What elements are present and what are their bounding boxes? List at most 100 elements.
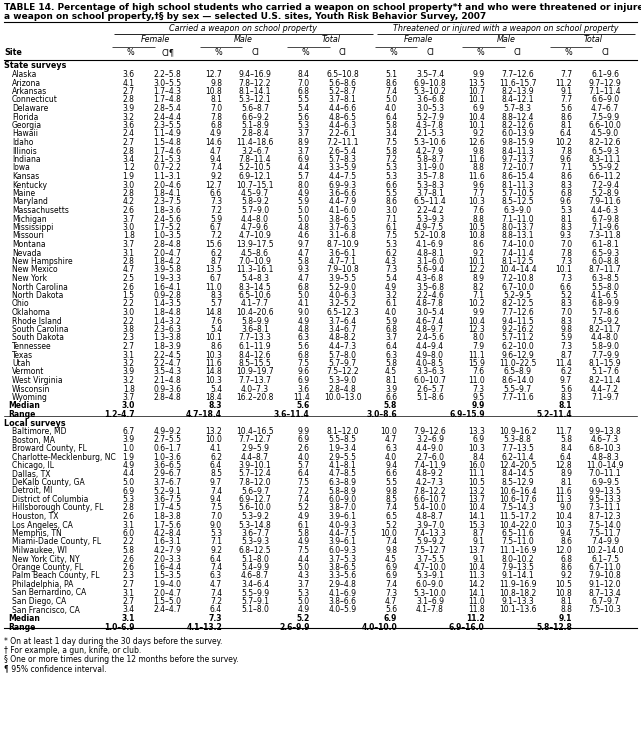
- Text: a weapon on school property,†§ by sex — selected U.S. sites, Youth Risk Behavior: a weapon on school property,†§ by sex — …: [4, 12, 487, 21]
- Text: 3.2–5.2: 3.2–5.2: [329, 299, 356, 308]
- Text: 7.3: 7.3: [560, 274, 572, 283]
- Text: 7.4: 7.4: [385, 504, 397, 513]
- Text: 3.0–8.6: 3.0–8.6: [367, 410, 397, 419]
- Text: 7.1: 7.1: [385, 215, 397, 223]
- Text: %: %: [214, 48, 222, 57]
- Text: 8.0–10.2: 8.0–10.2: [501, 554, 534, 563]
- Text: 10.2: 10.2: [468, 299, 485, 308]
- Text: 4.7: 4.7: [385, 597, 397, 606]
- Text: 9.1–13.3: 9.1–13.3: [501, 597, 534, 606]
- Text: 4.1: 4.1: [210, 444, 222, 453]
- Text: 8.5: 8.5: [210, 469, 222, 478]
- Text: 8.3–11.1: 8.3–11.1: [589, 155, 621, 164]
- Text: 6.6–10.7: 6.6–10.7: [413, 495, 447, 504]
- Text: 8.6–14.0: 8.6–14.0: [501, 376, 534, 385]
- Text: 5.7–12.4: 5.7–12.4: [238, 469, 271, 478]
- Text: 7.6: 7.6: [210, 317, 222, 326]
- Text: 4.6–7.4: 4.6–7.4: [416, 317, 444, 326]
- Text: 7.3–11.8: 7.3–11.8: [588, 232, 621, 241]
- Text: 7.5–9.9: 7.5–9.9: [591, 112, 619, 121]
- Text: 5.2–7.9: 5.2–7.9: [416, 112, 444, 121]
- Text: 6.3: 6.3: [385, 444, 397, 453]
- Text: 3.7–8.1: 3.7–8.1: [329, 95, 356, 104]
- Text: 4.2–8.4: 4.2–8.4: [154, 529, 181, 538]
- Text: 13.2: 13.2: [205, 427, 222, 436]
- Text: 4.8: 4.8: [297, 325, 310, 334]
- Text: Missouri: Missouri: [12, 232, 44, 241]
- Text: 4.4–6.6: 4.4–6.6: [328, 104, 356, 113]
- Text: 2.1–5.3: 2.1–5.3: [154, 155, 181, 164]
- Text: 6.8: 6.8: [297, 350, 310, 360]
- Text: 3.7: 3.7: [122, 215, 135, 223]
- Text: 4.7–10.9: 4.7–10.9: [238, 232, 272, 241]
- Text: 7.4: 7.4: [385, 537, 397, 547]
- Text: 9.8: 9.8: [472, 147, 485, 156]
- Text: 2.2–4.5: 2.2–4.5: [154, 350, 181, 360]
- Text: 6.4: 6.4: [210, 554, 222, 563]
- Text: 3.9–6.1: 3.9–6.1: [329, 512, 356, 521]
- Text: 3.5–4.3: 3.5–4.3: [153, 367, 181, 376]
- Text: 3.9: 3.9: [122, 436, 135, 445]
- Text: 9.8: 9.8: [560, 325, 572, 334]
- Text: 5.6: 5.6: [297, 342, 310, 351]
- Text: 6.8: 6.8: [385, 325, 397, 334]
- Text: 7.7–11.6: 7.7–11.6: [501, 393, 534, 402]
- Text: 7.4–13.3: 7.4–13.3: [413, 529, 447, 538]
- Text: 6.8: 6.8: [297, 282, 310, 291]
- Text: 12.6: 12.6: [468, 138, 485, 147]
- Text: 4.7: 4.7: [210, 147, 222, 156]
- Text: 16.2–20.8: 16.2–20.8: [237, 393, 274, 402]
- Text: 2.6: 2.6: [297, 444, 310, 453]
- Text: 7.8–12.2: 7.8–12.2: [414, 486, 446, 495]
- Text: 12.4–20.5: 12.4–20.5: [499, 461, 537, 470]
- Text: 5.0: 5.0: [297, 563, 310, 572]
- Text: 7.5–10.3: 7.5–10.3: [588, 606, 622, 615]
- Text: 8.8: 8.8: [560, 606, 572, 615]
- Text: 6.8–9.9: 6.8–9.9: [591, 299, 619, 308]
- Text: Total: Total: [584, 35, 603, 44]
- Text: 3.4: 3.4: [385, 130, 397, 139]
- Text: 10.9–16.2: 10.9–16.2: [499, 427, 537, 436]
- Text: 1.8–3.6: 1.8–3.6: [154, 206, 181, 215]
- Text: Miami-Dade County, FL: Miami-Dade County, FL: [12, 537, 101, 547]
- Text: Median: Median: [8, 614, 40, 623]
- Text: 11.2: 11.2: [466, 614, 485, 623]
- Text: 6.5–12.3: 6.5–12.3: [326, 308, 359, 317]
- Text: 4.8–9.2: 4.8–9.2: [416, 469, 444, 478]
- Text: Ohio: Ohio: [12, 299, 29, 308]
- Text: 3.7: 3.7: [122, 393, 135, 402]
- Text: 6.9–12.7: 6.9–12.7: [238, 495, 271, 504]
- Text: 5.7–8.3: 5.7–8.3: [504, 104, 531, 113]
- Text: 7.6: 7.6: [472, 367, 485, 376]
- Text: 3.7–6.3: 3.7–6.3: [328, 223, 356, 232]
- Text: 5.0: 5.0: [297, 215, 310, 223]
- Text: 5.6–8.6: 5.6–8.6: [329, 78, 356, 87]
- Text: 0.9–3.6: 0.9–3.6: [153, 384, 181, 393]
- Text: 5.7–8.0: 5.7–8.0: [329, 350, 356, 360]
- Text: 6.9: 6.9: [385, 571, 397, 580]
- Text: 1.6–3.1: 1.6–3.1: [154, 537, 181, 547]
- Text: Female: Female: [141, 35, 171, 44]
- Text: 8.8–13.1: 8.8–13.1: [501, 232, 534, 241]
- Text: 4.8–8.7: 4.8–8.7: [416, 512, 444, 521]
- Text: 4.7: 4.7: [210, 580, 222, 589]
- Text: 11.0: 11.0: [468, 597, 485, 606]
- Text: 7.6: 7.6: [472, 206, 485, 215]
- Text: CI¶: CI¶: [161, 48, 174, 57]
- Text: 1.9: 1.9: [122, 452, 135, 461]
- Text: 3.3–6.3: 3.3–6.3: [416, 367, 444, 376]
- Text: Hawaii: Hawaii: [12, 130, 38, 139]
- Text: 9.9: 9.9: [471, 402, 485, 410]
- Text: 9.9: 9.9: [297, 427, 310, 436]
- Text: 8.9: 8.9: [560, 469, 572, 478]
- Text: 9.4: 9.4: [385, 461, 397, 470]
- Text: 11.1: 11.1: [468, 469, 485, 478]
- Text: 15.3: 15.3: [468, 521, 485, 530]
- Text: 6.1: 6.1: [385, 299, 397, 308]
- Text: 2.8–5.4: 2.8–5.4: [154, 104, 181, 113]
- Text: 7.4: 7.4: [210, 163, 222, 173]
- Text: 16.0: 16.0: [468, 461, 485, 470]
- Text: 7.8: 7.8: [560, 249, 572, 258]
- Text: Maryland: Maryland: [12, 197, 48, 206]
- Text: 7.7: 7.7: [472, 189, 485, 198]
